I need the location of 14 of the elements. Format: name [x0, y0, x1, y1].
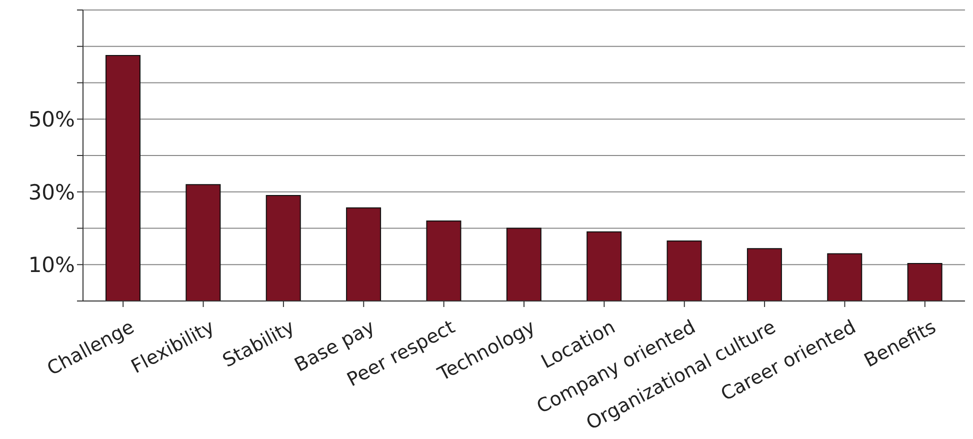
bar [666, 240, 702, 301]
y-tick-label: 30% [28, 180, 75, 204]
bar [746, 248, 782, 301]
bar [346, 207, 382, 301]
bar [106, 54, 140, 301]
bar [506, 228, 542, 301]
bar [907, 263, 942, 301]
bar [586, 231, 622, 301]
bar [426, 220, 462, 301]
y-tick-label: 50% [28, 108, 75, 132]
bar [827, 253, 862, 301]
y-tick-label: 10% [28, 253, 75, 278]
bar [266, 195, 301, 301]
bar [186, 184, 221, 301]
